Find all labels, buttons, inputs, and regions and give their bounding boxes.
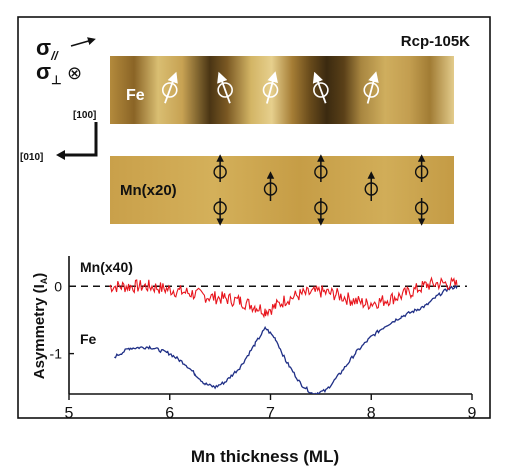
series-line-mn [108,276,458,319]
x-ticks: 5 6 7 8 9 [65,394,477,422]
domain-arrow-icon [217,71,231,104]
domain-arrow-icon [164,71,178,104]
x-tick-label: 9 [468,405,477,422]
mn-strip [110,156,454,224]
fe-domain-arrow [161,71,178,104]
mn-domain-arrow [414,154,429,226]
asymmetry-chart: 0 -1 5 6 7 8 9 Mn(x40) Fe Asymmetry (IA) Mn t… [31,256,477,466]
axis-100-label: [100] [73,110,96,121]
mn-domain-arrows [213,154,429,226]
y-tick-label: -1 [50,346,63,362]
domain-arrow-icon [266,71,278,104]
fe-domain-arrow [363,71,380,104]
crystal-axes: [100] [010] [20,110,98,163]
x-axis-label: Mn thickness (ML) [191,447,339,466]
domain-arrow-icon [366,71,379,104]
series-label-mn: Mn(x40) [80,259,133,275]
fe-domain-arrow [262,71,279,104]
x-tick-label: 6 [165,405,174,422]
sigma-parallel: σ// [36,35,59,63]
series-label-fe: Fe [80,331,97,347]
x-tick-label: 5 [65,405,74,422]
sample-label: Rcp-105K [401,33,470,50]
polarization-legend: σ// σ⊥ ⊗ [36,35,96,87]
perp-marker-icon: ⊗ [67,63,82,83]
fe-strip-label: Fe [126,87,145,104]
y-axis-label: Asymmetry (IA) [31,273,49,380]
axis-left-arrowhead-icon [56,150,65,160]
x-tick-label: 8 [367,405,376,422]
figure-frame [17,16,491,419]
fe-domain-arrows [161,71,380,104]
domain-arrow-icon [312,71,327,104]
y-tick-label: 0 [54,278,62,294]
mn-domain-arrow [213,154,227,226]
fe-domain-arrow [312,71,329,104]
fe-domain-arrow [217,71,233,104]
mn-strip-label: Mn(x20) [120,182,177,199]
axis-corner-icon [62,122,98,157]
axis-010-label: [010] [20,152,43,163]
fe-strip [110,56,454,124]
mn-domain-arrow [314,154,328,226]
series-line-fe [114,284,458,394]
x-tick-label: 7 [266,405,275,422]
y-ticks: 0 -1 [50,278,74,362]
mn-domain-arrow [263,171,278,201]
parallel-arrow-icon [70,37,96,47]
mn-domain-arrow [364,171,378,201]
sigma-perp: σ⊥ [36,59,62,87]
